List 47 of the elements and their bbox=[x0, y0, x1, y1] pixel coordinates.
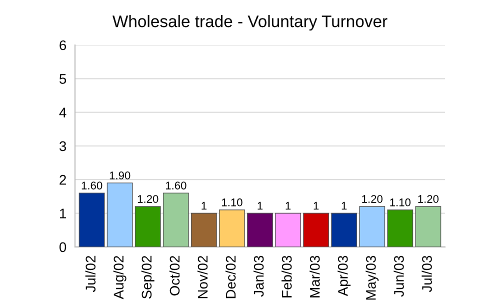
bar bbox=[359, 206, 386, 247]
data-label: 1 bbox=[314, 202, 319, 210]
y-tick-label: 2 bbox=[60, 174, 66, 185]
data-label: 1.20 bbox=[138, 195, 158, 203]
data-label: 1.90 bbox=[110, 172, 130, 180]
bar bbox=[106, 182, 133, 247]
x-tick-label: Jul/02 bbox=[85, 256, 96, 292]
x-tick-label: Aug/02 bbox=[113, 256, 126, 300]
x-tick-label: Apr/03 bbox=[338, 256, 351, 296]
data-label: 1.60 bbox=[166, 182, 186, 190]
y-tick-label: 1 bbox=[60, 208, 66, 218]
data-label: 1.60 bbox=[82, 182, 102, 190]
bar bbox=[331, 212, 358, 247]
x-tick-label: Nov/02 bbox=[197, 256, 208, 298]
y-tick-label: 3 bbox=[59, 141, 66, 152]
data-label: 1.10 bbox=[222, 198, 242, 206]
data-label: 1 bbox=[342, 202, 347, 210]
y-tick-label: 5 bbox=[60, 74, 66, 84]
chart-title: Wholesale trade - Voluntary Turnover bbox=[112, 15, 388, 31]
x-tick-label: Jan/03 bbox=[254, 256, 264, 297]
bar bbox=[387, 210, 414, 247]
y-tick-label: 6 bbox=[60, 40, 66, 50]
bar bbox=[78, 192, 105, 247]
x-tick-label: May/03 bbox=[366, 256, 379, 300]
data-label: 1.10 bbox=[390, 198, 411, 206]
data-label: 1.20 bbox=[362, 195, 382, 203]
data-label: 1 bbox=[286, 202, 291, 210]
x-tick-label: Dec/02 bbox=[225, 256, 236, 298]
x-tick-label: Oct/02 bbox=[169, 256, 180, 296]
x-tick-label: Mar/03 bbox=[310, 256, 320, 298]
data-label: 1.20 bbox=[418, 195, 439, 203]
bar bbox=[303, 212, 330, 247]
x-tick-label: Sep/02 bbox=[141, 256, 154, 299]
bar bbox=[219, 210, 245, 247]
bar bbox=[162, 192, 189, 247]
data-label: 1 bbox=[202, 202, 206, 210]
x-tick-label: Feb/03 bbox=[282, 256, 292, 298]
bar bbox=[275, 212, 301, 247]
y-tick-label: 0 bbox=[59, 242, 66, 252]
x-tick-label: Jun/03 bbox=[394, 256, 404, 297]
y-tick-label: 4 bbox=[59, 108, 66, 118]
x-tick-label: Jul/03 bbox=[422, 256, 432, 292]
bar bbox=[247, 212, 273, 247]
bar bbox=[134, 206, 161, 247]
data-label: 1 bbox=[258, 202, 263, 210]
bar bbox=[415, 206, 442, 247]
bar bbox=[190, 212, 217, 247]
